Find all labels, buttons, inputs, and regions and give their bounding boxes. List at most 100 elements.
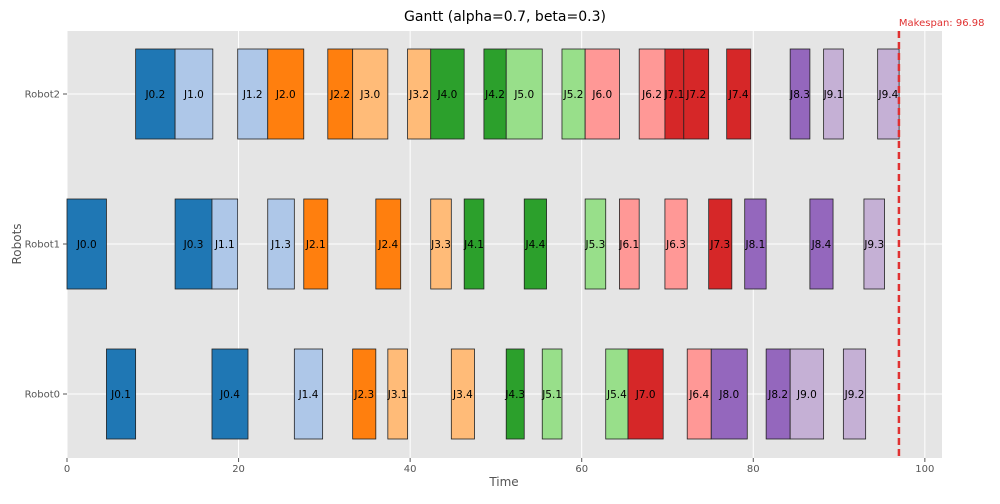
x-tick-label: 40 (404, 464, 417, 475)
task-bar-j8-4 (809, 198, 834, 290)
task-label: J0.1 (110, 389, 131, 401)
task-label: J2.0 (275, 89, 296, 101)
chart-title: Gantt (alpha=0.7, beta=0.3) (404, 9, 606, 25)
task-label: J2.1 (305, 239, 326, 251)
task-label: J3.4 (452, 389, 473, 401)
y-axis-label: Robots (10, 223, 24, 264)
task-bar-j8-3 (789, 48, 811, 140)
task-label: J2.3 (353, 389, 374, 401)
task-bar-j5-0 (505, 48, 543, 140)
task-bar-j7-4 (726, 48, 752, 140)
task-bar-j6-1 (619, 198, 640, 290)
task-label: J8.4 (811, 239, 832, 251)
y-tick-label: Robot2 (25, 90, 60, 101)
task-label: J5.0 (513, 89, 534, 101)
task-bar-j3-1 (387, 348, 408, 440)
task-label: J4.3 (504, 389, 525, 401)
task-bar-j1-3 (267, 198, 295, 290)
task-bar-j5-3 (584, 198, 607, 290)
task-label: J7.3 (709, 239, 730, 251)
task-bar-j2-0 (267, 48, 305, 140)
y-tick-label: Robot0 (25, 390, 60, 401)
task-label: J1.4 (298, 389, 319, 401)
task-label: J9.1 (823, 89, 844, 101)
task-label: J6.1 (618, 239, 639, 251)
x-tick-label: 20 (232, 464, 245, 475)
task-bar-j0-0 (66, 198, 107, 290)
task-label: J6.0 (591, 89, 612, 101)
task-label: J5.4 (606, 389, 627, 401)
task-label: J8.2 (767, 389, 788, 401)
task-bar-j1-4 (293, 348, 324, 440)
task-bar-j9-4 (877, 48, 900, 140)
task-label: J6.3 (665, 239, 686, 251)
task-label: J2.2 (329, 89, 350, 101)
task-bar-j2-2 (327, 48, 354, 140)
task-bar-j8-1 (744, 198, 767, 290)
task-label: J9.0 (796, 389, 817, 401)
task-label: J8.0 (718, 389, 739, 401)
task-label: J8.3 (789, 89, 810, 101)
x-axis-label: Time (488, 475, 518, 489)
x-tick-label: 100 (915, 464, 934, 475)
task-label: J5.1 (541, 389, 562, 401)
task-bar-j2-1 (303, 198, 329, 290)
task-label: J6.2 (641, 89, 662, 101)
task-label: J9.2 (844, 389, 865, 401)
task-bar-j9-1 (823, 48, 844, 140)
task-label: J7.1 (663, 89, 684, 101)
task-label: J3.2 (408, 89, 429, 101)
task-bar-j6-0 (584, 48, 620, 140)
task-bar-j3-0 (352, 48, 389, 140)
task-label: J6.4 (688, 389, 709, 401)
x-tick-label: 60 (575, 464, 588, 475)
task-label: J4.0 (437, 89, 458, 101)
task-bar-j5-1 (541, 348, 563, 440)
x-tick-label: 0 (64, 464, 70, 475)
task-label: J3.1 (387, 389, 408, 401)
y-tick-label: Robot1 (25, 240, 60, 251)
task-bar-j6-4 (686, 348, 712, 440)
task-label: J4.2 (484, 89, 505, 101)
task-label: J0.3 (183, 239, 204, 251)
task-bar-j1-2 (237, 48, 269, 140)
task-bar-j9-0 (789, 348, 825, 440)
task-bar-j0-4 (211, 348, 249, 440)
task-label: J5.3 (585, 239, 606, 251)
task-label: J4.4 (524, 239, 545, 251)
task-bar-j7-2 (683, 48, 710, 140)
task-bar-j8-0 (710, 348, 748, 440)
task-label: J3.3 (430, 239, 451, 251)
task-label: J0.4 (219, 389, 240, 401)
task-bar-j0-2 (135, 48, 176, 140)
axes: 0 20 40 60 80 100 Robot0 Robot1 Robot2 (25, 90, 935, 476)
task-bars: J0.2 J1.0 J1.2 J2.0 J2.2 J3.0 J3.2 J4.0 J4.2 J5.0… (66, 48, 900, 440)
task-bar-j4-3 (505, 348, 525, 440)
task-label: J8.1 (745, 239, 766, 251)
task-bar-j9-3 (863, 198, 885, 290)
task-label: J1.2 (242, 89, 263, 101)
task-label: J0.0 (76, 239, 97, 251)
task-bar-j0-1 (106, 348, 137, 440)
task-label: J7.0 (635, 389, 656, 401)
task-bar-j3-3 (430, 198, 452, 290)
task-label: J3.0 (359, 89, 380, 101)
task-label: J7.2 (685, 89, 706, 101)
task-bar-j7-3 (708, 198, 733, 290)
task-label: J0.2 (144, 89, 165, 101)
task-bar-j1-1 (211, 198, 239, 290)
task-label: J5.2 (563, 89, 584, 101)
task-bar-j3-4 (450, 348, 475, 440)
task-bar-j0-3 (174, 198, 213, 290)
task-bar-j2-3 (352, 348, 377, 440)
makespan-label: Makespan: 96.98 (899, 18, 985, 29)
task-label: J7.4 (728, 89, 749, 101)
task-bar-j7-0 (627, 348, 664, 440)
task-bar-j9-2 (842, 348, 867, 440)
task-bar-j2-4 (375, 198, 402, 290)
task-bar-j4-4 (523, 198, 547, 290)
task-bar-j4-0 (430, 48, 465, 140)
task-bar-j1-0 (174, 48, 214, 140)
task-label: J4.1 (463, 239, 484, 251)
